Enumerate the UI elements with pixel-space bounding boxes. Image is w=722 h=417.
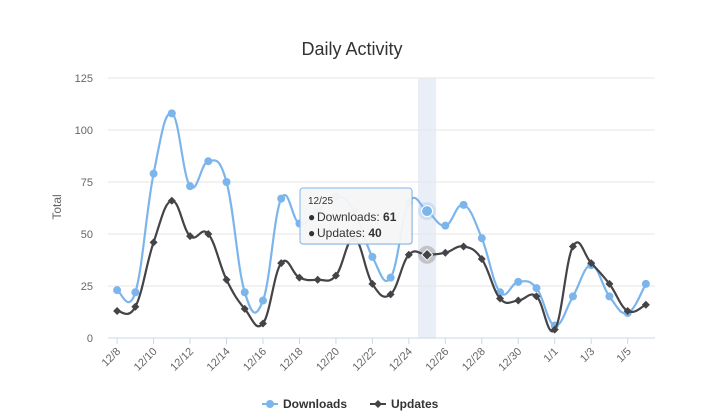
tooltip-header: 12/25 [308, 196, 333, 207]
data-point-updates [113, 306, 122, 315]
y-tick-label: 50 [81, 229, 93, 241]
y-axis-title: Total [50, 194, 64, 219]
hover-point [421, 205, 434, 218]
tooltip-row-value: 40 [368, 226, 382, 240]
data-point-updates [514, 296, 523, 305]
x-tick-label: 12/14 [205, 346, 233, 374]
tooltip-row-label: Updates: [317, 226, 368, 240]
data-point-downloads [186, 182, 195, 191]
data-point-downloads [167, 109, 176, 118]
y-tick-label: 25 [81, 281, 93, 293]
data-point-updates [459, 242, 468, 251]
data-point-downloads [605, 292, 614, 301]
tooltip-row-label: Downloads: [317, 210, 383, 224]
data-point-updates [641, 300, 650, 309]
x-tick-label: 12/22 [351, 346, 379, 374]
data-point-updates [568, 242, 577, 251]
data-point-downloads [113, 286, 122, 295]
x-tick-label: 12/8 [100, 346, 124, 370]
data-point-downloads [568, 292, 577, 301]
legend-item-updates[interactable]: Updates [370, 397, 439, 411]
data-point-updates [368, 279, 377, 288]
data-point-downloads [204, 157, 213, 166]
data-point-downloads [149, 169, 158, 178]
data-point-updates [167, 196, 176, 205]
legend-label: Updates [391, 397, 439, 411]
data-point-downloads [131, 288, 140, 297]
data-point-updates [386, 290, 395, 299]
data-point-downloads [368, 252, 377, 261]
data-point-downloads [532, 284, 541, 293]
data-point-updates [605, 279, 614, 288]
data-point-downloads [641, 279, 650, 288]
data-point-updates [149, 238, 158, 247]
data-point-updates [222, 275, 231, 284]
data-point-updates [331, 271, 340, 280]
x-tick-label: 1/5 [614, 346, 633, 365]
data-point-updates [204, 230, 213, 238]
data-point-updates [623, 306, 632, 315]
chart-title: Daily Activity [301, 39, 402, 59]
y-axis: 0 25 50 75 100 125 [75, 73, 93, 345]
y-tick-label: 100 [75, 125, 93, 137]
x-tick-label: 12/16 [241, 346, 269, 374]
series-line-updates [116, 199, 647, 333]
x-tick-label: 12/24 [387, 346, 415, 374]
data-point-updates [441, 248, 450, 257]
data-point-updates [277, 259, 286, 268]
data-point-downloads [240, 288, 249, 297]
legend-marker [266, 400, 274, 408]
data-point-downloads [514, 277, 523, 286]
legend-label: Downloads [283, 397, 347, 411]
data-point-updates [313, 275, 322, 284]
legend: Downloads Updates [262, 397, 439, 411]
data-point-downloads [258, 296, 267, 305]
hover-point [420, 248, 434, 262]
series-layer [113, 109, 650, 334]
data-point-downloads [477, 234, 486, 243]
data-point-updates [477, 254, 486, 263]
x-tick-label: 12/10 [132, 346, 160, 374]
legend-marker [374, 400, 382, 408]
x-tick-label: 12/28 [460, 346, 488, 374]
data-point-downloads [386, 273, 395, 282]
tooltip-row-value: 61 [383, 210, 397, 224]
data-point-updates [550, 325, 559, 334]
data-point-updates [295, 273, 304, 282]
data-point-downloads [459, 200, 468, 209]
tooltip-row: Updates: 40 [317, 226, 382, 240]
tooltip: 12/25● Downloads: 61● Updates: 40 [299, 187, 413, 245]
x-tick-label: 12/26 [423, 346, 451, 374]
y-tick-label: 0 [87, 333, 93, 345]
y-tick-label: 75 [81, 177, 93, 189]
data-point-updates [404, 250, 413, 259]
legend-item-downloads[interactable]: Downloads [262, 397, 347, 411]
y-tick-label: 125 [75, 73, 93, 85]
tooltip-row: Downloads: 61 [317, 210, 397, 224]
x-tick-label: 12/12 [168, 346, 196, 374]
data-point-downloads [222, 178, 231, 186]
x-tick-label: 12/30 [496, 346, 524, 374]
data-point-updates [587, 259, 596, 268]
data-point-updates [496, 294, 505, 303]
tooltip-box [299, 187, 413, 245]
x-tick-label: 1/1 [542, 346, 561, 365]
data-point-updates [258, 319, 267, 328]
x-tick-label: 1/3 [578, 346, 597, 365]
x-tick-label: 12/18 [278, 346, 306, 374]
data-point-updates [532, 292, 541, 301]
data-point-updates [131, 302, 140, 311]
data-point-downloads [441, 221, 450, 230]
data-point-updates [186, 232, 195, 241]
x-tick-label: 12/20 [314, 346, 342, 374]
data-point-updates [240, 304, 249, 313]
data-point-downloads [277, 194, 286, 203]
tooltip-bullet: ● [308, 226, 315, 240]
series-updates [113, 196, 650, 334]
tooltip-bullet: ● [308, 210, 315, 224]
x-axis: 12/8 12/10 12/12 12/14 12/16 12/18 12/20 12/22 1… [100, 338, 634, 374]
